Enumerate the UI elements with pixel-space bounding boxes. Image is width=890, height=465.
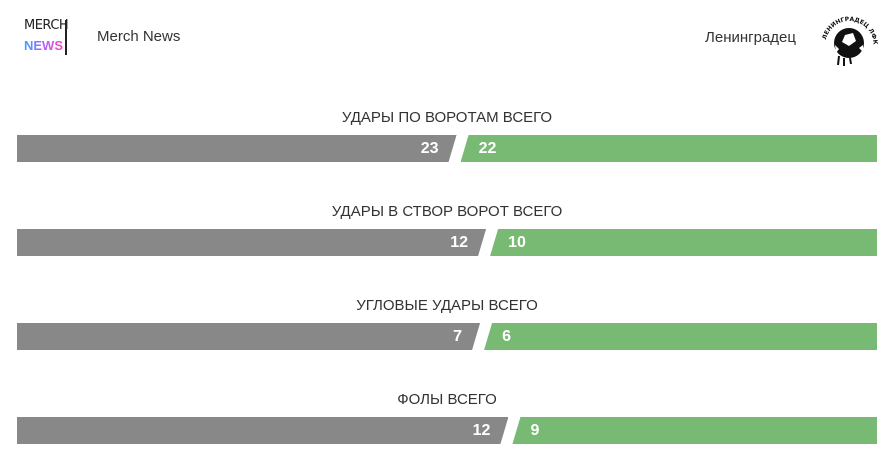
home-value: 23 xyxy=(420,140,439,157)
stat-bar: 12 9 xyxy=(17,417,877,444)
stat-row: УГЛОВЫЕ УДАРЫ ВСЕГО 7 6 xyxy=(17,296,877,350)
home-value: 12 xyxy=(472,422,491,439)
away-value: 6 xyxy=(502,328,511,345)
match-header: MERCH NEWS Merch News Ленинградец ЛЕНИНГ… xyxy=(0,0,890,80)
away-value: 10 xyxy=(508,234,526,251)
home-bar: 12 xyxy=(17,229,486,256)
home-bar: 12 xyxy=(17,417,508,444)
home-team-name: Merch News xyxy=(97,28,181,45)
stat-bar: 23 22 xyxy=(17,135,877,162)
stat-bar: 12 10 xyxy=(17,229,877,256)
away-bar: 10 xyxy=(490,229,877,256)
logo-text-top: MERCH xyxy=(24,18,69,33)
home-value: 12 xyxy=(450,234,469,251)
stat-row: УДАРЫ В СТВОР ВОРОТ ВСЕГО 12 10 xyxy=(17,202,877,256)
stat-row: ФОЛЫ ВСЕГО 12 9 xyxy=(17,390,877,444)
home-value: 7 xyxy=(453,328,463,345)
logo-text-bottom: NEWS xyxy=(24,38,63,53)
away-bar: 22 xyxy=(460,135,877,162)
away-team-name: Ленинградец xyxy=(705,29,796,46)
stat-row: УДАРЫ ПО ВОРОТАМ ВСЕГО 23 22 xyxy=(17,108,877,162)
home-bar: 23 xyxy=(17,135,457,162)
away-value: 9 xyxy=(530,422,540,439)
away-bar: 6 xyxy=(484,323,877,350)
away-bar: 9 xyxy=(512,417,877,444)
stat-title: УГЛОВЫЕ УДАРЫ ВСЕГО xyxy=(356,297,538,314)
away-value: 22 xyxy=(478,140,497,157)
leningradets-logo: ЛЕНИНГРАДЕЦ ЛФК xyxy=(821,16,879,66)
stat-bar: 7 6 xyxy=(17,323,877,350)
logo-divider xyxy=(65,20,67,55)
stat-title: УДАРЫ ПО ВОРОТАМ ВСЕГО xyxy=(341,109,553,126)
home-bar: 7 xyxy=(17,323,480,350)
merch-news-logo: MERCH NEWS xyxy=(24,18,69,56)
stat-title: ФОЛЫ ВСЕГО xyxy=(397,391,497,408)
stat-title: УДАРЫ В СТВОР ВОРОТ ВСЕГО xyxy=(331,203,563,220)
